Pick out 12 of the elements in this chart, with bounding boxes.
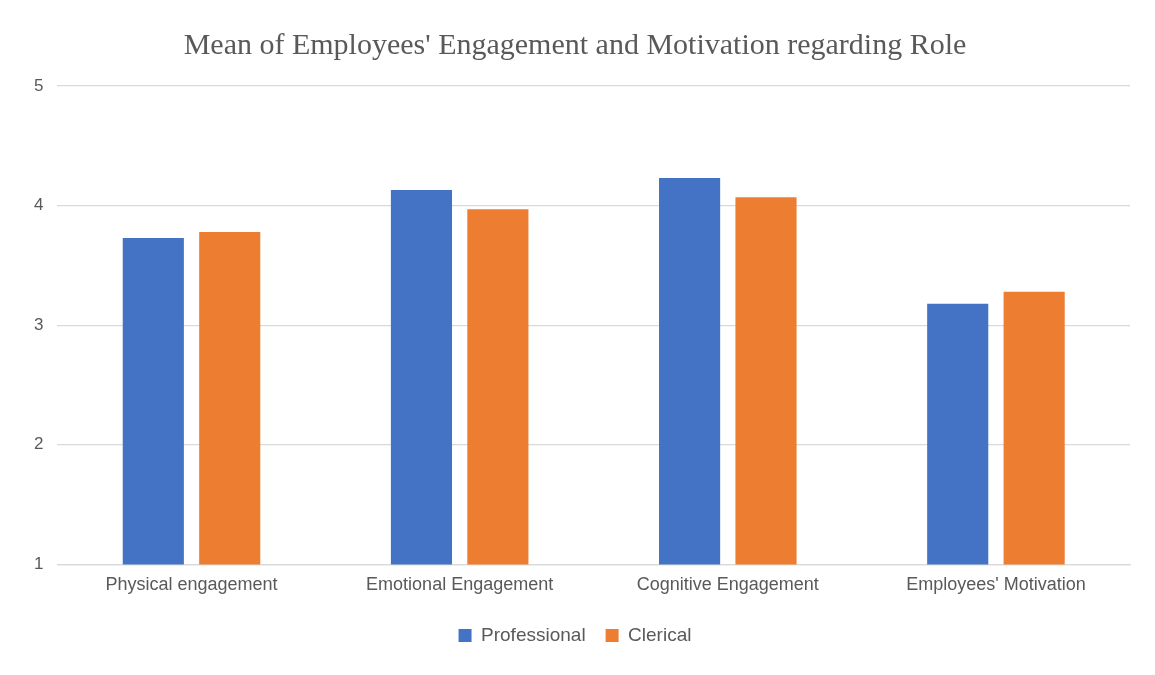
y-tick-label: 2	[33, 434, 44, 454]
x-tick-label: Physical engagement	[105, 574, 278, 595]
x-tick-label: Emotional Engagement	[366, 574, 554, 595]
y-tick-label: 4	[33, 195, 44, 215]
y-tick-label: 5	[33, 75, 44, 95]
chart-title: Mean of Employees' Engagement and Motivation regarding Role	[183, 26, 967, 60]
legend-label: Clerical	[628, 623, 692, 645]
y-tick-label: 1	[33, 554, 44, 574]
x-tick-label: Cognitive Engagement	[636, 574, 819, 595]
legend-label: Professional	[481, 623, 586, 645]
y-tick-label: 3	[33, 314, 44, 334]
x-tick-label: Employees' Motivation	[906, 574, 1086, 595]
